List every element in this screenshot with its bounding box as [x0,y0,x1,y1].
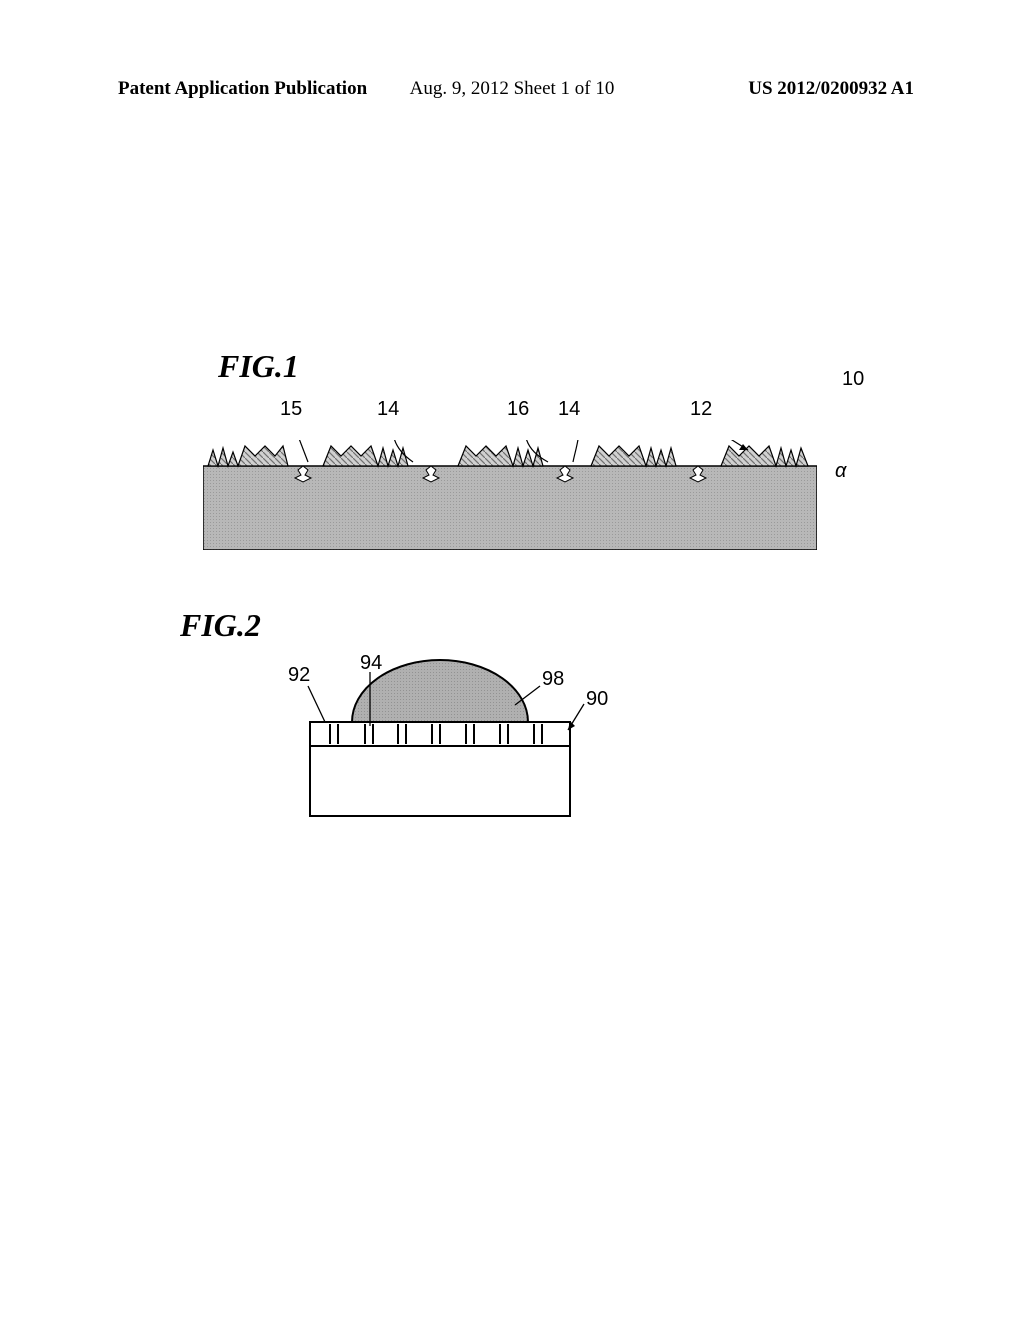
fig2-svg [270,650,650,830]
header-center: Aug. 9, 2012 Sheet 1 of 10 [410,78,615,100]
page-header: Patent Application Publication Aug. 9, 2… [0,78,1024,100]
fig1-ref-15: 15 [280,398,302,421]
fig2-label: FIG.2 [180,607,261,644]
header-left: Patent Application Publication [118,78,367,100]
fig1-ref-12: 12 [690,398,712,421]
fig2-ref-92: 92 [288,664,310,687]
fig2-ref-98: 98 [542,668,564,691]
fig1-ref-16: 16 [507,398,529,421]
fig1-ref-14a: 14 [377,398,399,421]
fig1-ref-alpha: α [835,460,846,483]
fig2-ref-94: 94 [360,652,382,675]
fig2-ref-90: 90 [586,688,608,711]
fig1-ref-10: 10 [842,368,864,391]
header-right: US 2012/0200932 A1 [748,78,914,100]
fig1-diagram: 15 14 16 14 12 10 α [200,370,820,550]
fig2-diagram: 92 94 98 90 [270,650,650,830]
fig1-svg [203,440,817,550]
fig1-ref-14b: 14 [558,398,580,421]
